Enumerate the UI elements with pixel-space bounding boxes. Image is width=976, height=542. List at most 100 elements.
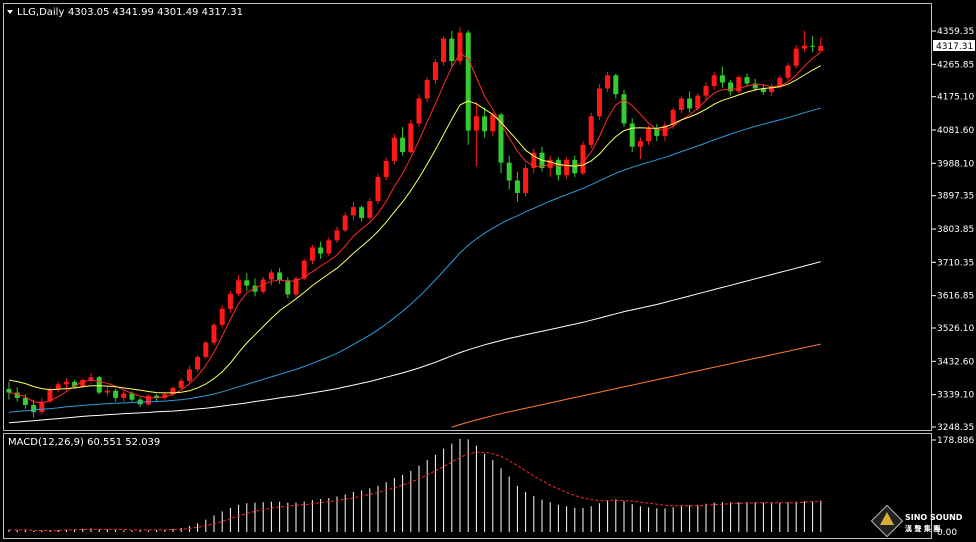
candle-body	[260, 279, 266, 292]
candle-body	[400, 137, 406, 152]
moving-averages	[8, 51, 822, 428]
candle-body	[203, 342, 209, 357]
candle-body	[129, 393, 135, 400]
macd-panel[interactable]: MACD(12,26,9) 60.551 52.039 178.886 0.00	[3, 433, 975, 539]
candle	[564, 157, 570, 179]
macd-histogram	[8, 438, 822, 532]
candle-body	[285, 280, 291, 295]
candle-body	[777, 77, 783, 87]
current-price-box	[933, 40, 975, 51]
candle-body	[654, 128, 660, 136]
price-tick-label: 4081.60	[937, 126, 974, 136]
candle-body	[186, 369, 192, 381]
candle	[39, 397, 45, 414]
candle	[514, 171, 520, 202]
candle-body	[121, 393, 127, 398]
current-price-label: 4317.31	[936, 42, 973, 52]
candle-body	[268, 272, 274, 280]
candle	[350, 201, 356, 220]
candle	[588, 112, 594, 149]
candle-body	[523, 167, 529, 193]
candle	[334, 226, 340, 243]
candle	[728, 79, 734, 96]
candle	[654, 124, 660, 142]
candle-body	[736, 77, 742, 92]
macd-label: MACD(12,26,9) 60.551 52.039	[8, 437, 160, 448]
price-panel-frame	[3, 3, 932, 431]
candle-body	[104, 390, 110, 393]
candle	[367, 198, 373, 221]
candle	[145, 394, 151, 406]
candle-body	[195, 356, 201, 370]
candle	[506, 155, 512, 190]
candle-body	[154, 395, 160, 398]
candle-body	[457, 32, 463, 62]
price-panel[interactable]: 4359.35 4265.85 4175.10 4081.60 3988.10 3897.…	[3, 3, 976, 434]
candle-body	[72, 381, 78, 387]
macd-zero-tick: 0.00	[937, 528, 957, 538]
candle-body	[350, 207, 356, 216]
candle	[121, 390, 127, 402]
candle	[400, 127, 406, 156]
price-tick-label: 3988.10	[937, 159, 974, 169]
candle-body	[580, 144, 586, 174]
candle	[244, 273, 250, 291]
candle-body	[162, 394, 168, 398]
candle-body	[244, 280, 250, 286]
candle-body	[113, 390, 119, 398]
candle-body	[498, 114, 504, 163]
candle	[178, 378, 184, 389]
candle	[621, 89, 627, 128]
candle	[432, 59, 438, 85]
candle-body	[473, 116, 479, 131]
price-axis: 4359.35 4265.85 4175.10 4081.60 3988.10 3897.…	[932, 27, 974, 433]
candle-body	[236, 280, 242, 294]
candle-body	[605, 75, 611, 89]
candle-body	[326, 240, 332, 254]
candle-body	[506, 162, 512, 181]
candle-body	[375, 176, 381, 202]
candle-body	[293, 278, 299, 295]
candle	[482, 107, 488, 138]
candle	[785, 62, 791, 81]
price-tick-label: 4175.10	[937, 93, 974, 103]
candle-body	[588, 116, 594, 145]
candle	[801, 30, 807, 53]
candle	[391, 134, 397, 165]
candle	[523, 164, 529, 197]
candle	[670, 107, 676, 129]
candle	[555, 157, 561, 181]
candle-body	[752, 83, 758, 89]
candle	[195, 355, 201, 373]
candle-body	[63, 381, 69, 385]
candle-body	[769, 86, 775, 93]
candle-body	[383, 160, 389, 177]
candle-body	[465, 32, 471, 131]
candle	[441, 36, 447, 66]
candle-body	[564, 159, 570, 176]
candle	[309, 244, 315, 265]
candle-body	[211, 324, 217, 343]
moving-average-line-1	[8, 51, 822, 404]
moving-average-line-2	[8, 65, 822, 394]
candle-body	[416, 98, 422, 124]
candle	[6, 381, 12, 400]
candle	[236, 274, 242, 297]
candle-body	[531, 152, 537, 168]
candle	[227, 290, 233, 313]
candle	[703, 82, 709, 100]
candle	[605, 71, 611, 93]
moving-average-line-5	[451, 343, 821, 428]
candle	[318, 241, 324, 259]
triangle-down-icon[interactable]	[7, 10, 13, 14]
candle	[219, 305, 225, 328]
candle-body	[490, 114, 496, 132]
candle-body	[514, 180, 520, 193]
candle-body	[818, 45, 824, 52]
candle	[449, 30, 455, 67]
candle-body	[342, 215, 348, 231]
candle	[342, 212, 348, 233]
price-tick-label: 4359.35	[937, 27, 974, 37]
candle	[678, 95, 684, 114]
